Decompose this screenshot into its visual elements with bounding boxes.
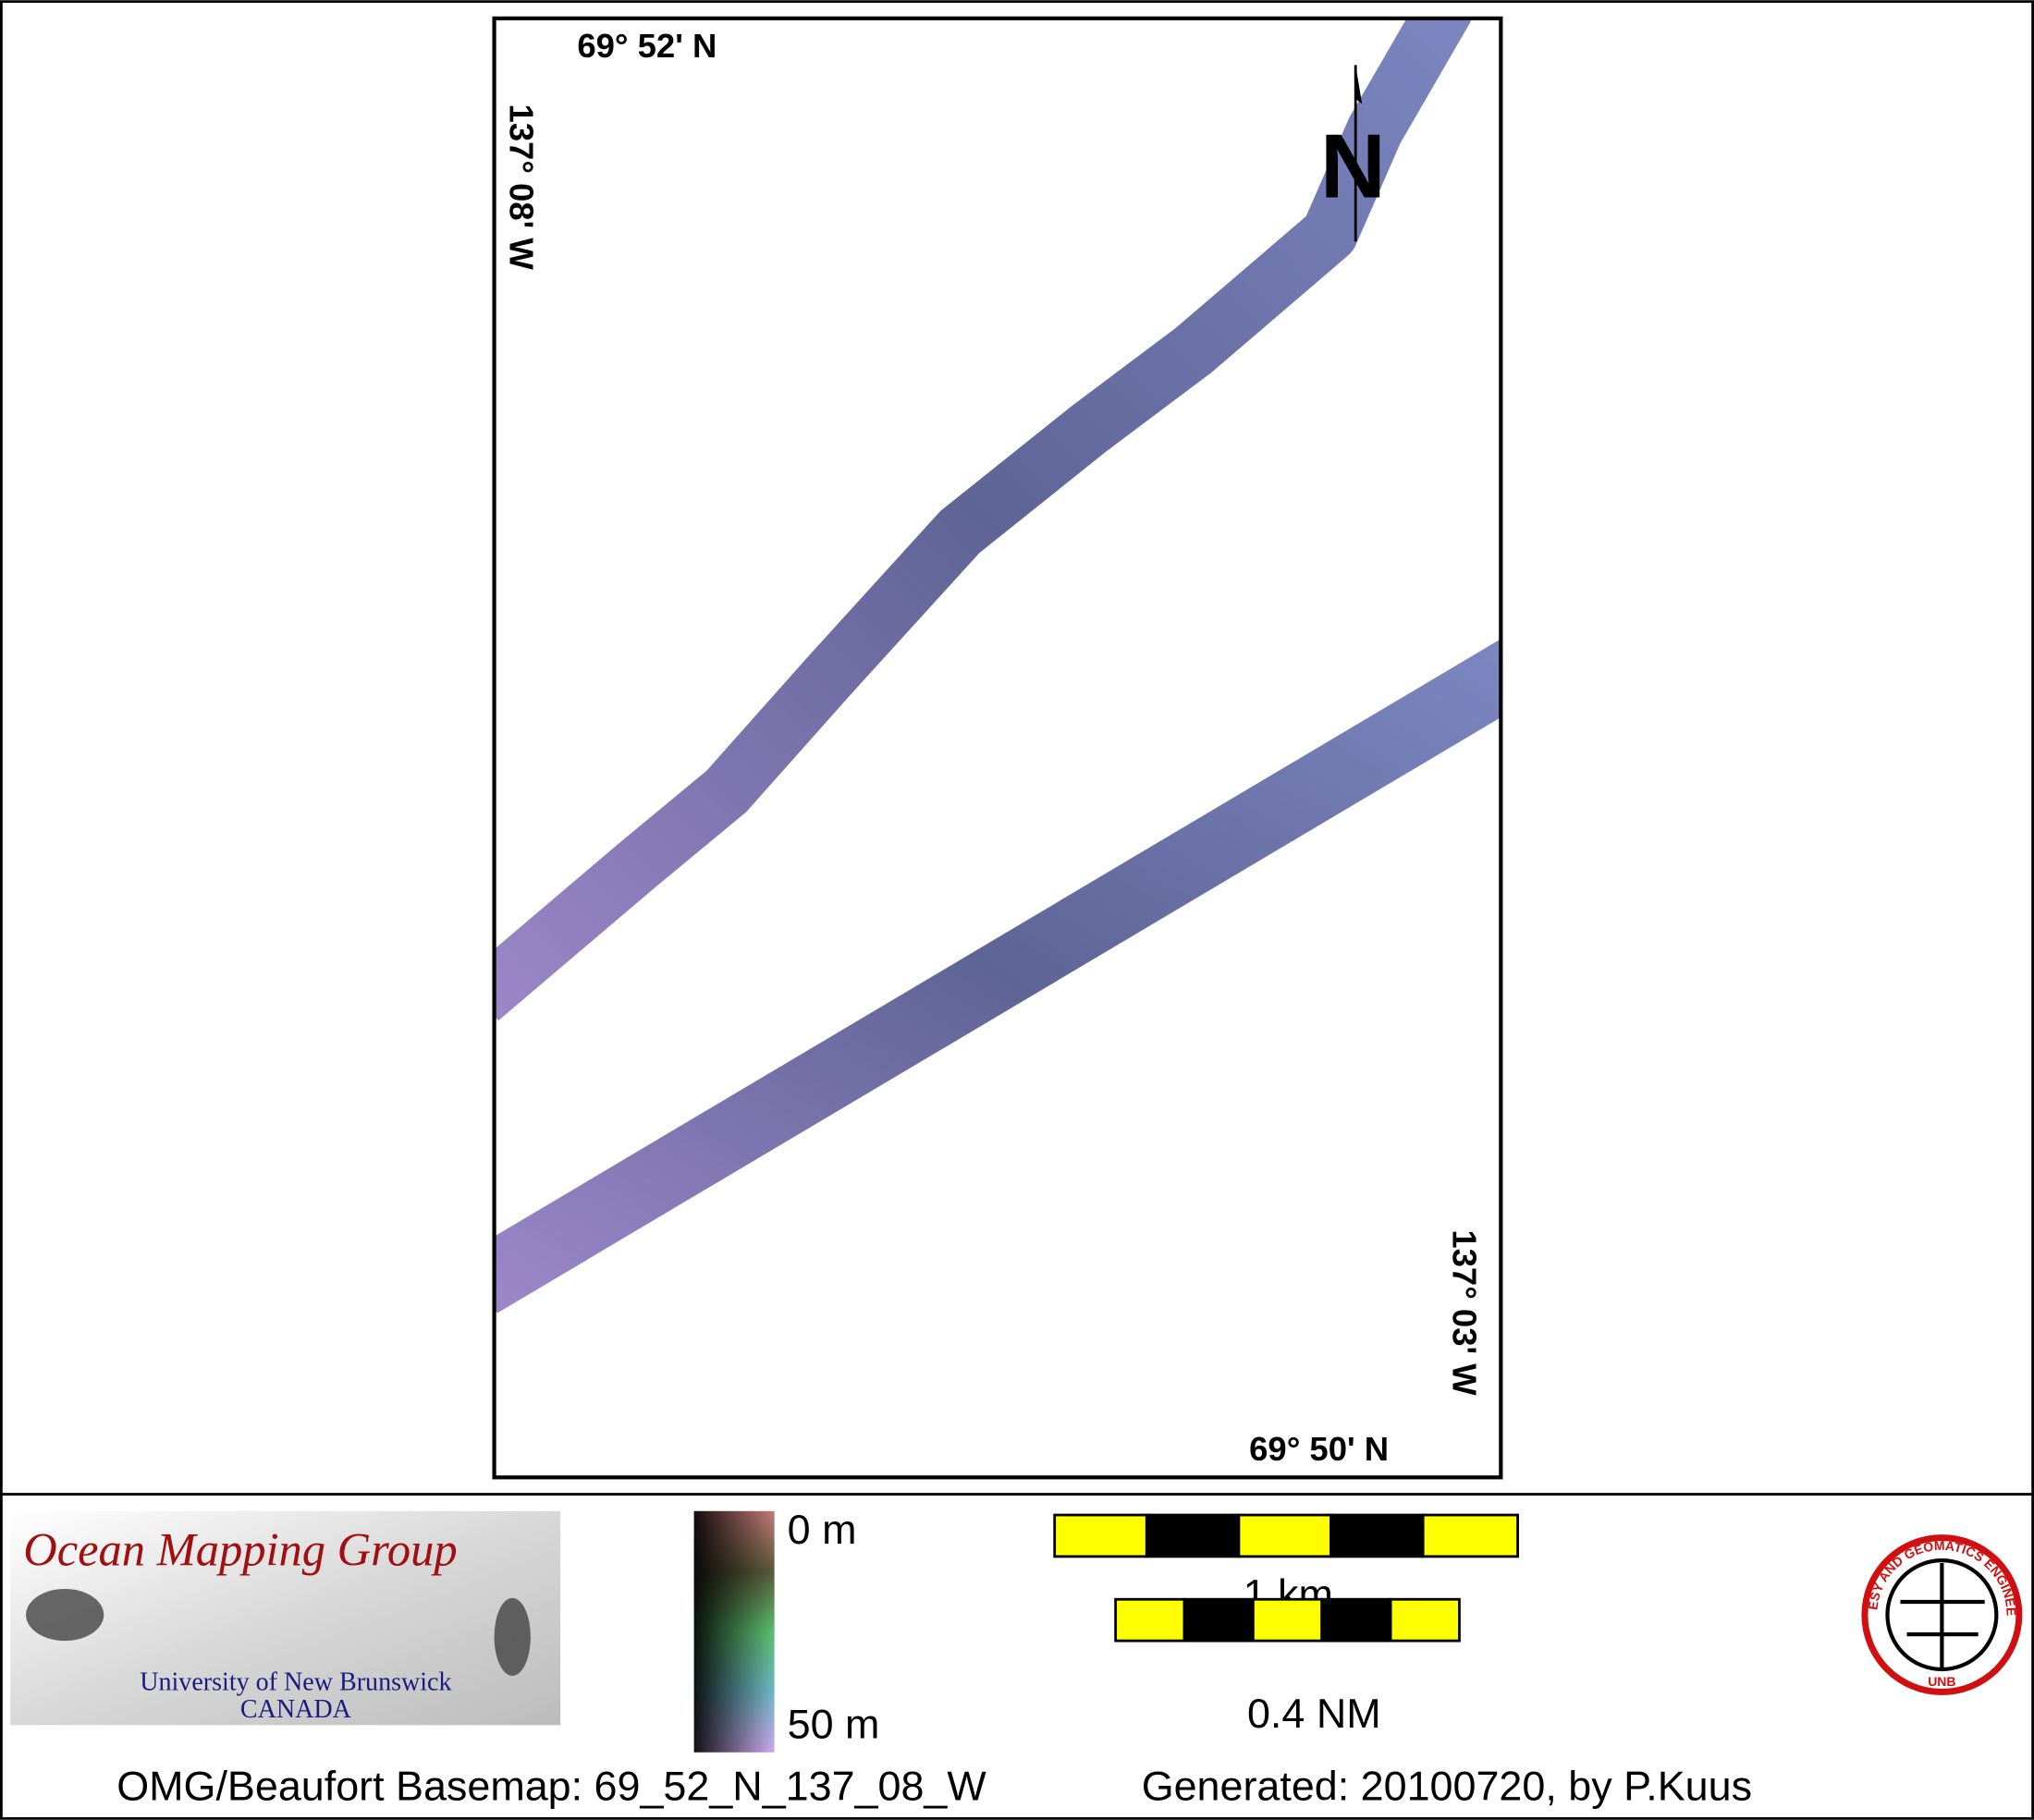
map-frame	[492, 16, 1503, 1480]
scale-segment	[1114, 1597, 1186, 1643]
scale-segment	[1182, 1597, 1255, 1643]
north-label: N	[1320, 116, 1386, 217]
scale-segment	[1237, 1513, 1332, 1558]
scale-segment	[1421, 1513, 1519, 1558]
swath	[495, 640, 1500, 1313]
emblem-bottom: UNB	[1928, 1674, 1955, 1689]
footer-basemap: OMG/Beaufort Basemap: 69_52_N_137_08_W	[116, 1763, 986, 1810]
logo-graphic	[26, 1589, 104, 1642]
lon-label: 137° 08' W	[502, 104, 540, 270]
swath	[495, 19, 1472, 1021]
survey-swaths	[495, 19, 1500, 1313]
depth-colorbar-shade	[693, 1510, 775, 1753]
logo-country: CANADA	[240, 1695, 352, 1724]
scale-segment	[1145, 1513, 1241, 1558]
emblem-graphic	[1900, 1562, 1985, 1669]
scale-segment	[1320, 1597, 1392, 1643]
logo-title: Ocean Mapping Group	[23, 1524, 457, 1576]
lat-label: 69° 52' N	[577, 27, 717, 65]
logo-university: University of New Brunswick	[140, 1667, 452, 1696]
lat-label: 69° 50' N	[1249, 1430, 1389, 1468]
scale-segment	[1053, 1513, 1148, 1558]
scale-segment	[1389, 1597, 1461, 1643]
footer-generated: Generated: 20100720, by P.Kuus	[1142, 1763, 1752, 1810]
scale-bar	[1114, 1597, 1461, 1643]
scale-label: 0.4 NM	[1247, 1690, 1381, 1737]
scale-segment	[1251, 1597, 1324, 1643]
depth-top-label: 0 m	[788, 1506, 857, 1553]
scale-segment	[1329, 1513, 1425, 1558]
depth-bottom-label: 50 m	[788, 1700, 880, 1747]
scale-bar	[1053, 1513, 1519, 1558]
north-arrow-head	[1355, 65, 1363, 104]
logo-graphic	[494, 1597, 531, 1677]
lon-label: 137° 03' W	[1445, 1229, 1483, 1396]
